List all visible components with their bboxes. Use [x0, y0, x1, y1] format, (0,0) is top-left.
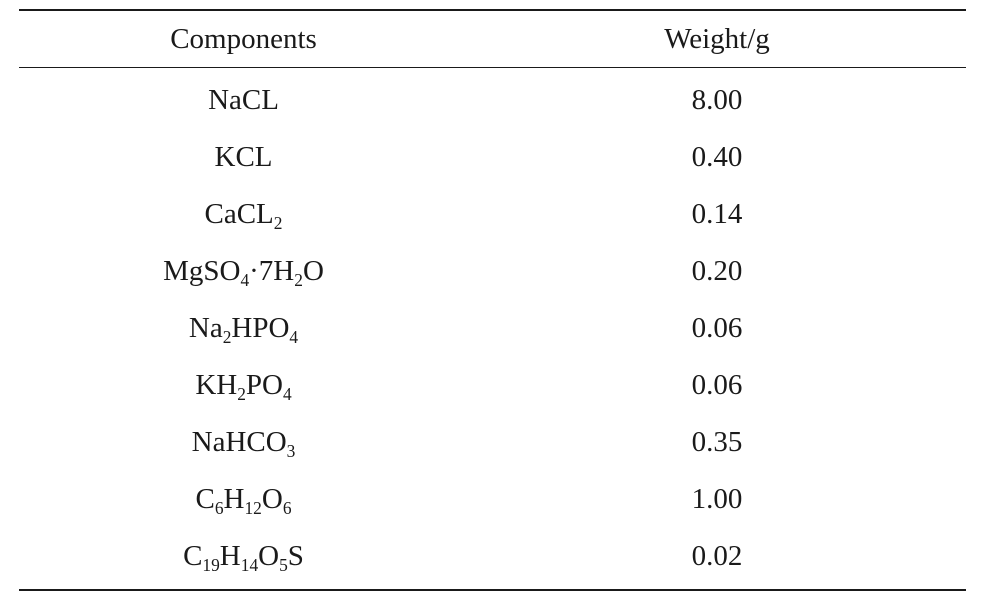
table-header-rule: [19, 67, 966, 68]
component-cell: C19H14O5S: [19, 540, 468, 573]
weight-cell: 0.06: [691, 369, 743, 401]
component-cell: C6H12O6: [19, 483, 468, 516]
formula-text: KH: [195, 369, 238, 401]
formula-text: O: [258, 540, 280, 572]
formula-subscript: 4: [282, 383, 292, 404]
formula-text: NaHCO: [191, 426, 287, 458]
formula-subscript: 3: [286, 440, 296, 461]
formula-text: C: [195, 483, 215, 515]
table-bottom-rule: [19, 589, 966, 591]
formula-subscript: 19: [202, 554, 220, 575]
component-cell: MgSO4·7H2O: [19, 255, 468, 288]
table-row: C19H14O5S 0.02: [19, 528, 966, 585]
header-weight: Weight/g: [664, 22, 770, 55]
header-components: Components: [170, 22, 317, 55]
formula-text: C: [183, 540, 203, 572]
formula-text: KCL: [214, 141, 273, 173]
formula-text: PO: [245, 369, 283, 401]
formula-subscript: 2: [294, 269, 303, 290]
formula-subscript: 2: [237, 383, 246, 404]
table-row: NaCL 8.00: [19, 72, 966, 129]
formula-text: S: [287, 540, 304, 572]
formula-text: H: [223, 483, 245, 515]
weight-cell: 0.06: [691, 312, 743, 344]
weight-cell: 0.35: [691, 426, 743, 458]
table-row: NaHCO3 0.35: [19, 414, 966, 471]
formula-text: NaCL: [208, 84, 279, 116]
formula-subscript: 14: [240, 554, 259, 575]
table-row: KCL 0.40: [19, 129, 966, 186]
weight-cell: 0.02: [691, 540, 743, 572]
table-row: C6H12O6 1.00: [19, 471, 966, 528]
formula-text: O: [302, 255, 324, 287]
formula-text: HPO: [231, 312, 290, 344]
component-cell: KH2PO4: [19, 369, 468, 402]
table-row: CaCL2 0.14: [19, 186, 966, 243]
weight-cell: 0.20: [691, 255, 743, 287]
formula-subscript: 5: [279, 554, 288, 575]
formula-subscript: 6: [214, 497, 224, 518]
table-row: MgSO4·7H2O 0.20: [19, 243, 966, 300]
table-top-rule: [19, 9, 966, 11]
component-cell: CaCL2: [19, 198, 468, 231]
weight-cell: 1.00: [691, 483, 743, 515]
component-cell: Na2HPO4: [19, 312, 468, 345]
formula-subscript: 12: [244, 497, 262, 518]
formula-text: Na: [188, 312, 223, 344]
formula-subscript: 2: [273, 212, 283, 233]
table-header-row: Components Weight/g: [19, 11, 966, 67]
formula-subscript: 4: [289, 326, 299, 347]
component-cell: NaHCO3: [19, 426, 468, 459]
component-cell: NaCL: [19, 84, 468, 117]
components-table: Components Weight/g NaCL 8.00 KCL 0.40 CaCL2…: [19, 9, 966, 591]
weight-cell: 0.14: [691, 198, 743, 230]
formula-subscript: 4: [240, 269, 250, 290]
table-row: Na2HPO4 0.06: [19, 300, 966, 357]
formula-text: MgSO: [163, 255, 241, 287]
weight-cell: 8.00: [691, 84, 743, 116]
formula-text: ·7H: [249, 255, 295, 287]
formula-text: H: [219, 540, 241, 572]
formula-text: O: [261, 483, 283, 515]
component-cell: KCL: [19, 141, 468, 174]
formula-subscript: 6: [282, 497, 292, 518]
table-row: KH2PO4 0.06: [19, 357, 966, 414]
table-body: NaCL 8.00 KCL 0.40 CaCL2 0.14 MgSO4·7H2O 0.20 Na…: [19, 72, 966, 585]
formula-subscript: 2: [222, 326, 232, 347]
weight-cell: 0.40: [691, 141, 743, 173]
formula-text: CaCL: [204, 198, 274, 230]
